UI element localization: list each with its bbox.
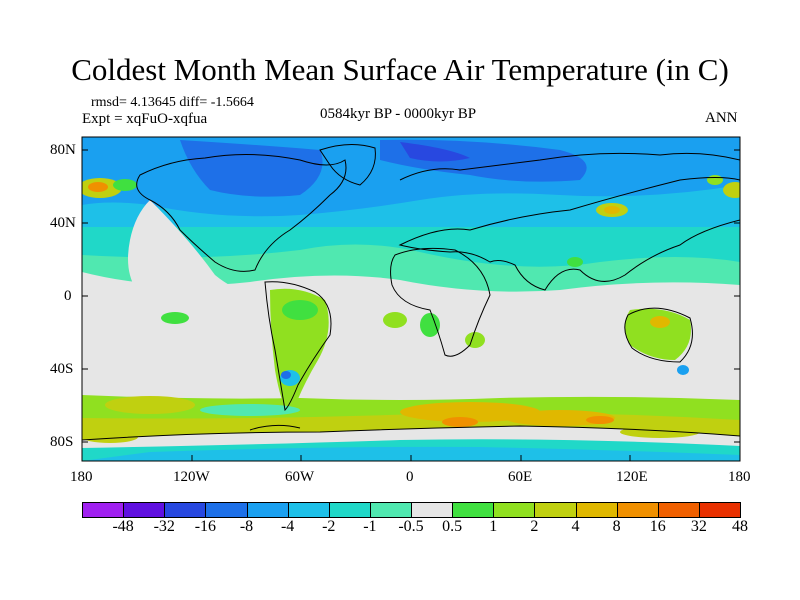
colorbar-swatch	[205, 502, 247, 518]
colorbar-swatch	[246, 502, 289, 518]
season-label: ANN	[705, 110, 738, 126]
colorbar-swatch	[616, 502, 659, 518]
lat-tick-label: 40S	[50, 361, 74, 377]
lon-tick-label: 60W	[285, 469, 315, 485]
colorbar-swatch	[534, 502, 576, 518]
colorbar-label: -0.5	[398, 518, 424, 535]
colorbar-label: 48	[732, 518, 748, 535]
colorbar-label: 1	[489, 518, 498, 535]
colorbar-label: -1	[363, 518, 377, 535]
colorbar-swatch	[575, 502, 618, 518]
colorbar-swatch	[123, 502, 165, 518]
colorbar-swatch	[657, 502, 700, 518]
colorbar-label: 8	[612, 518, 621, 535]
colorbar-label: 16	[649, 518, 666, 535]
colorbar-label: -8	[239, 518, 254, 535]
colorbar-swatch	[164, 502, 206, 518]
colorbar-label: 0.5	[442, 518, 463, 535]
period-label: 0584kyr BP - 0000kyr BP	[320, 106, 477, 122]
lon-tick-label: 120E	[616, 469, 648, 485]
colorbar-label: -48	[112, 518, 134, 535]
colorbar-swatch	[82, 502, 124, 518]
colorbar-label: 32	[690, 518, 707, 535]
colorbar-label: -2	[322, 518, 336, 535]
colorbar-swatch	[369, 502, 412, 518]
experiment-label: Expt = xqFuO-xqfua	[82, 111, 208, 127]
map-title: Coldest Month Mean Surface Air Temperatu…	[71, 52, 729, 87]
colorbar-swatch	[411, 502, 453, 518]
stats-text: rmsd= 4.13645 diff= -1.5664	[91, 95, 254, 110]
lon-tick-label: 0	[406, 469, 414, 485]
colorbar-label: 4	[571, 518, 580, 535]
colorbar-swatch	[493, 502, 535, 518]
lat-tick-label: 80S	[50, 434, 74, 450]
colorbar-swatch	[452, 502, 494, 518]
colorbar-swatch	[328, 502, 371, 518]
colorbar-label: -16	[194, 518, 217, 535]
lon-tick-label: 180	[70, 469, 93, 485]
lat-tick-label: 80N	[50, 142, 76, 158]
lat-tick-label: 40N	[50, 215, 76, 231]
lon-tick-label: 120W	[173, 469, 210, 485]
colorbar-label: 2	[530, 518, 539, 535]
colorbar-label: -32	[153, 518, 175, 535]
axis-ticks	[82, 149, 740, 461]
colorbar-label: -4	[280, 518, 295, 535]
map-field	[82, 137, 740, 461]
lon-tick-label: 60E	[508, 469, 533, 485]
lon-tick-label: 180	[728, 469, 751, 485]
coastlines	[82, 144, 740, 441]
colorbar-swatch	[287, 502, 330, 518]
colorbar-swatch	[698, 502, 741, 518]
lat-tick-label: 0	[64, 288, 72, 304]
